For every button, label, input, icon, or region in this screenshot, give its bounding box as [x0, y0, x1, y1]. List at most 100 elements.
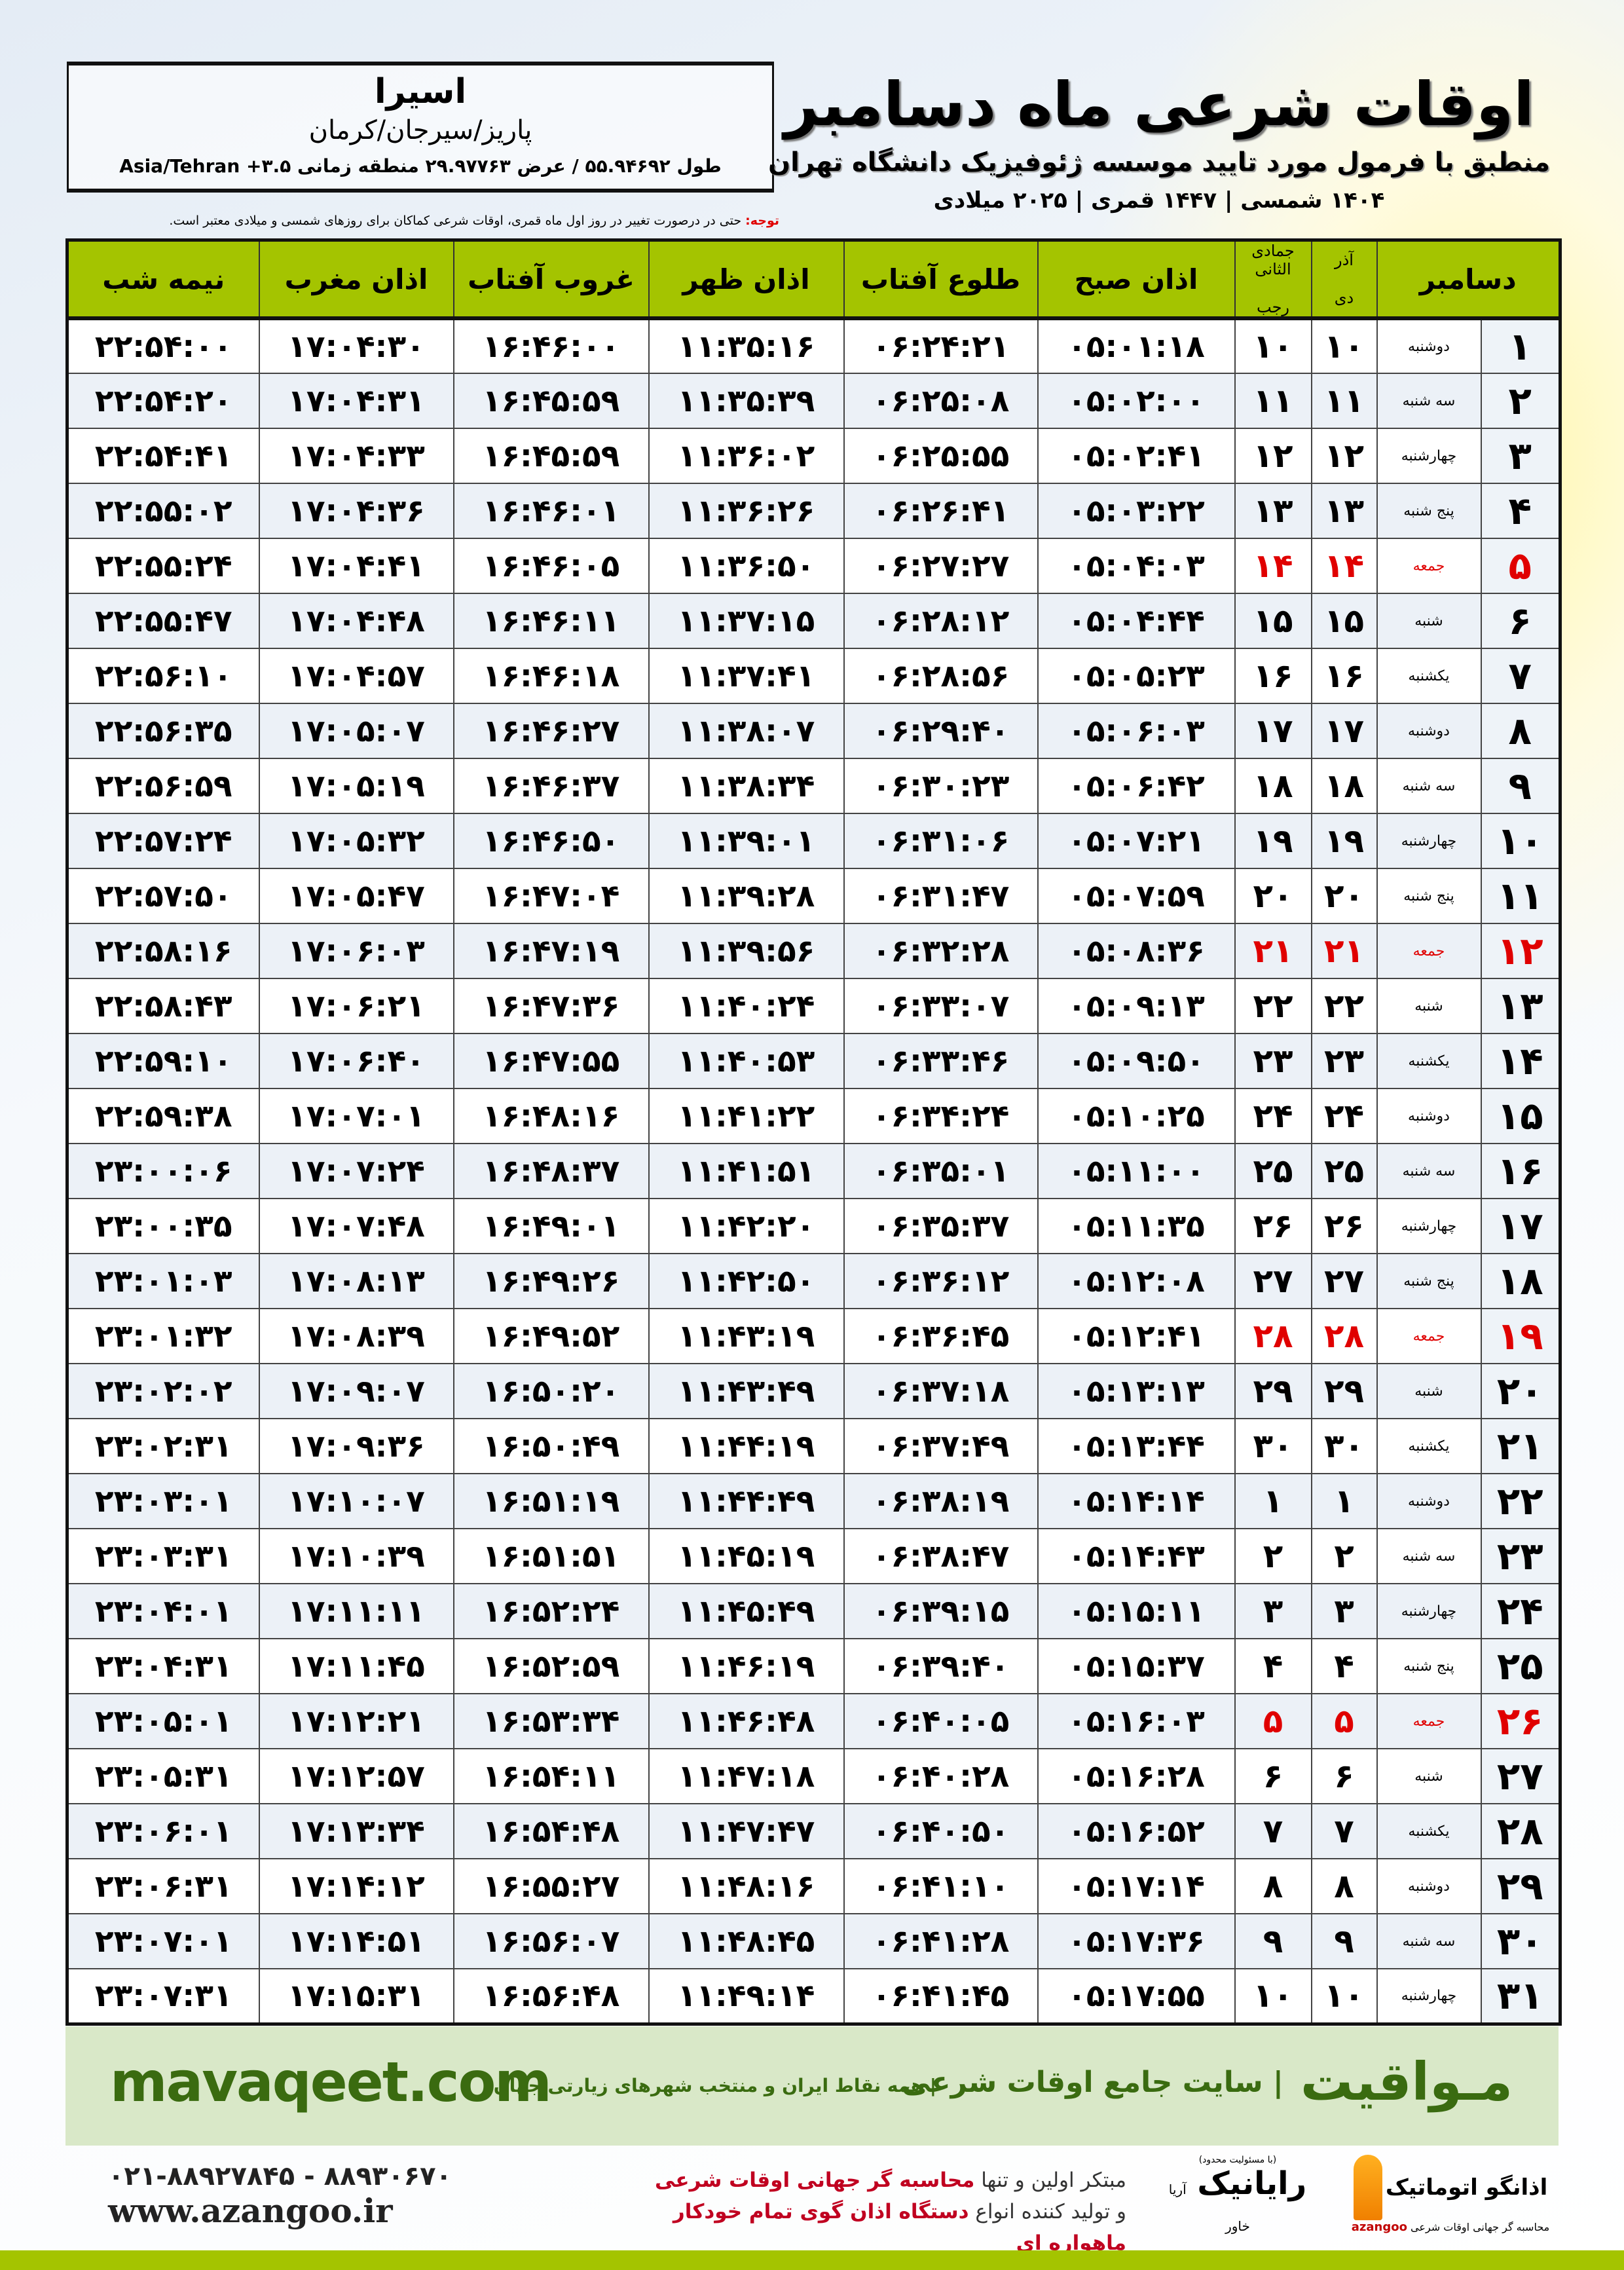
- day-number: ۶: [1480, 593, 1561, 649]
- day-number: ۲۷: [1480, 1748, 1561, 1804]
- dhuhr-time: ۱۱:۴۳:۴۹: [648, 1363, 845, 1419]
- midnight-time: ۲۳:۰۲:۰۲: [66, 1363, 260, 1419]
- table-row: ۱۶ سه شنبه ۲۵ ۲۵ ۰۵:۱۱:۰۰ ۰۶:۳۵:۰۱ ۱۱:۴۱:۵۱ ۱۶:…: [66, 1143, 1561, 1199]
- dhuhr-time: ۱۱:۴۸:۱۶: [648, 1858, 845, 1914]
- table-row: ۱۰ چهارشنبه ۱۹ ۱۹ ۰۵:۰۷:۲۱ ۰۶:۳۱:۰۶ ۱۱:۳۹:۰۱ ۱۶…: [66, 813, 1561, 869]
- website-link[interactable]: www.azangoo.ir: [108, 2191, 393, 2230]
- sunset-time: ۱۶:۵۶:۴۸: [452, 1968, 650, 2024]
- weekday: چهارشنبه: [1376, 1198, 1482, 1254]
- qamari-day: ۲۲: [1234, 978, 1312, 1034]
- note-label: توجه:: [745, 214, 779, 228]
- sunset-time: ۱۶:۵۳:۳۴: [452, 1693, 650, 1749]
- qamari-day: ۲۶: [1234, 1198, 1312, 1254]
- sunrise-time: ۰۶:۲۸:۱۲: [843, 593, 1039, 649]
- table-row: ۱۵ دوشنبه ۲۴ ۲۴ ۰۵:۱۰:۲۵ ۰۶:۳۴:۲۴ ۱۱:۴۱:۲۲ ۱۶:۴…: [66, 1088, 1561, 1144]
- maghrib-time: ۱۷:۰۴:۴۱: [258, 538, 454, 594]
- sunset-time: ۱۶:۴۹:۲۶: [452, 1253, 650, 1309]
- header-qamari-top: جمادی الثانی: [1251, 242, 1295, 278]
- sunrise-time: ۰۶:۳۵:۳۷: [843, 1198, 1039, 1254]
- sunrise-time: ۰۶:۴۱:۲۸: [843, 1913, 1039, 1969]
- midnight-time: ۲۳:۰۱:۳۲: [66, 1308, 260, 1364]
- azangoo-logo-latin: azangoo: [1351, 2220, 1407, 2234]
- maghrib-time: ۱۷:۰۴:۳۶: [258, 483, 454, 539]
- dhuhr-time: ۱۱:۴۵:۱۹: [648, 1528, 845, 1584]
- fajr-time: ۰۵:۰۶:۰۳: [1037, 703, 1236, 759]
- dhuhr-time: ۱۱:۴۳:۱۹: [648, 1308, 845, 1364]
- sunset-time: ۱۶:۴۶:۲۷: [452, 703, 650, 759]
- dhuhr-time: ۱۱:۴۷:۴۷: [648, 1803, 845, 1859]
- maghrib-time: ۱۷:۰۶:۲۱: [258, 978, 454, 1034]
- weekday: جمعه: [1376, 923, 1482, 979]
- rayanik-side: آریا خاور: [1168, 2182, 1250, 2234]
- sunset-time: ۱۶:۴۶:۰۰: [452, 318, 650, 374]
- sunset-time: ۱۶:۴۷:۳۶: [452, 978, 650, 1034]
- dhuhr-time: ۱۱:۳۷:۱۵: [648, 593, 845, 649]
- shamsi-day: ۱۵: [1310, 593, 1378, 649]
- shamsi-day: ۱۳: [1310, 483, 1378, 539]
- shamsi-day: ۱۸: [1310, 758, 1378, 814]
- day-number: ۱۹: [1480, 1308, 1561, 1364]
- day-number: ۱: [1480, 318, 1561, 374]
- qamari-day: ۱۶: [1234, 648, 1312, 704]
- header-qamari-bottom: رجب: [1257, 298, 1289, 316]
- promo-line2: و تولید کننده انواع: [969, 2200, 1126, 2223]
- day-number: ۲۳: [1480, 1528, 1561, 1584]
- table-row: ۷ یکشنبه ۱۶ ۱۶ ۰۵:۰۵:۲۳ ۰۶:۲۸:۵۶ ۱۱:۳۷:۴۱ ۱۶:۴۶…: [66, 648, 1561, 704]
- header-fajr: اذان صبح: [1037, 240, 1235, 320]
- dhuhr-time: ۱۱:۴۶:۴۸: [648, 1693, 845, 1749]
- fajr-time: ۰۵:۰۹:۵۰: [1037, 1033, 1236, 1089]
- table-row: ۱۴ یکشنبه ۲۳ ۲۳ ۰۵:۰۹:۵۰ ۰۶:۳۳:۴۶ ۱۱:۴۰:۵۳ ۱۶:۴…: [66, 1033, 1561, 1089]
- sunrise-time: ۰۶:۲۵:۰۸: [843, 373, 1039, 429]
- sunrise-time: ۰۶:۳۴:۲۴: [843, 1088, 1039, 1144]
- fajr-time: ۰۵:۱۶:۲۸: [1037, 1748, 1236, 1804]
- fajr-time: ۰۵:۰۵:۲۳: [1037, 648, 1236, 704]
- day-number: ۱۷: [1480, 1198, 1561, 1254]
- sunset-time: ۱۶:۴۶:۰۵: [452, 538, 650, 594]
- day-number: ۱۸: [1480, 1253, 1561, 1309]
- sunrise-time: ۰۶:۳۶:۴۵: [843, 1308, 1039, 1364]
- sunrise-time: ۰۶:۲۹:۴۰: [843, 703, 1039, 759]
- weekday: دوشنبه: [1376, 318, 1482, 374]
- sunrise-time: ۰۶:۳۱:۰۶: [843, 813, 1039, 869]
- weekday: شنبه: [1376, 1363, 1482, 1419]
- day-number: ۲۰: [1480, 1363, 1561, 1419]
- maghrib-time: ۱۷:۰۵:۱۹: [258, 758, 454, 814]
- qamari-day: ۹: [1234, 1913, 1312, 1969]
- header-sunrise: طلوع آفتاب: [843, 240, 1038, 320]
- maghrib-time: ۱۷:۱۴:۵۱: [258, 1913, 454, 1969]
- rayanik-sub: (با مسئولیت محدود): [1198, 2155, 1277, 2165]
- shamsi-day: ۱۶: [1310, 648, 1378, 704]
- maghrib-time: ۱۷:۱۳:۳۴: [258, 1803, 454, 1859]
- banner-slogan: | سایت جامع اوقات شرعی: [902, 2066, 1283, 2099]
- banner-website-link[interactable]: mavaqeet.com: [110, 2050, 552, 2114]
- fajr-time: ۰۵:۱۲:۴۱: [1037, 1308, 1236, 1364]
- header-day: دسامبر: [1376, 240, 1560, 320]
- shamsi-day: ۱: [1310, 1473, 1378, 1529]
- note: توجه: حتی در درصورت تغییر در روز اول ماه…: [65, 214, 779, 228]
- table-row: ۳۰ سه شنبه ۹ ۹ ۰۵:۱۷:۳۶ ۰۶:۴۱:۲۸ ۱۱:۴۸:۴۵ ۱۶:۵۶…: [66, 1913, 1561, 1969]
- weekday: یکشنبه: [1376, 1803, 1482, 1859]
- shamsi-day: ۱۰: [1310, 318, 1378, 374]
- sunrise-time: ۰۶:۳۵:۰۱: [843, 1143, 1039, 1199]
- sunset-time: ۱۶:۵۲:۲۴: [452, 1583, 650, 1639]
- midnight-time: ۲۲:۵۸:۴۳: [66, 978, 260, 1034]
- sunset-time: ۱۶:۴۹:۰۱: [452, 1198, 650, 1254]
- midnight-time: ۲۳:۰۱:۰۳: [66, 1253, 260, 1309]
- fajr-time: ۰۵:۰۳:۲۲: [1037, 483, 1236, 539]
- qamari-day: ۱: [1234, 1473, 1312, 1529]
- fajr-time: ۰۵:۰۷:۵۹: [1037, 868, 1236, 924]
- midnight-time: ۲۳:۰۳:۳۱: [66, 1528, 260, 1584]
- weekday: سه شنبه: [1376, 1528, 1482, 1584]
- qamari-day: ۵: [1234, 1693, 1312, 1749]
- maghrib-time: ۱۷:۱۴:۱۲: [258, 1858, 454, 1914]
- sunrise-time: ۰۶:۴۱:۱۰: [843, 1858, 1039, 1914]
- day-number: ۲۱: [1480, 1418, 1561, 1474]
- midnight-time: ۲۳:۰۷:۰۱: [66, 1913, 260, 1969]
- sunrise-time: ۰۶:۲۴:۲۱: [843, 318, 1039, 374]
- midnight-time: ۲۲:۵۶:۳۵: [66, 703, 260, 759]
- location-box: اسیرا پاریز/سیرجان/کرمان طول ۵۵.۹۴۶۹۲ / …: [67, 62, 774, 193]
- weekday: سه شنبه: [1376, 373, 1482, 429]
- sunset-time: ۱۶:۵۰:۲۰: [452, 1363, 650, 1419]
- qamari-day: ۲۹: [1234, 1363, 1312, 1419]
- shamsi-day: ۲۲: [1310, 978, 1378, 1034]
